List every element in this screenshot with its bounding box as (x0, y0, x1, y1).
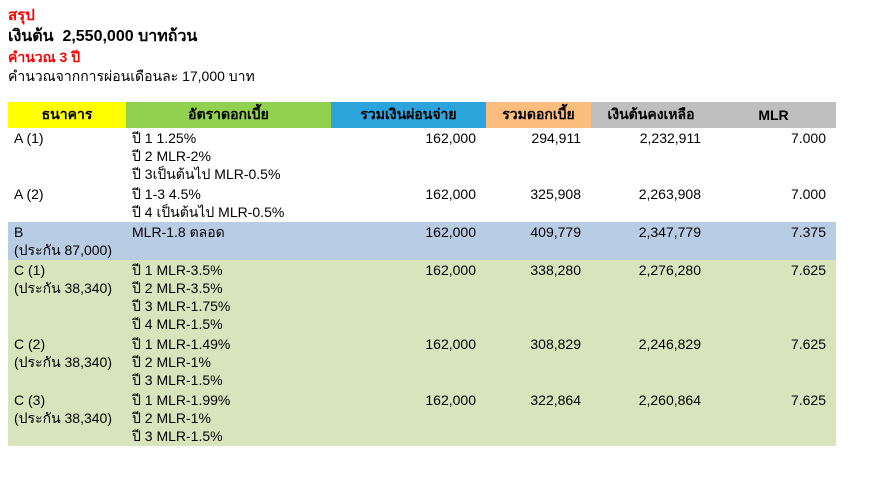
bank-cell: C (1) (ประกัน 38,340) (14, 262, 113, 296)
total-interest-cell: 294,911 (531, 130, 581, 146)
total-paid-cell: 162,000 (425, 392, 476, 408)
bank-cell: A (2) (14, 186, 44, 202)
mlr-cell: 7.375 (790, 224, 826, 240)
interest-rate-cell: ปี 1 MLR-1.99% ปี 2 MLR-1% ปี 3 MLR-1.5% (132, 392, 231, 444)
column-header-4: รวมดอกเบี้ย (486, 102, 591, 128)
calc-detail-line: คำนวณจากการผ่อนเดือนละ 17,000 บาท (8, 68, 255, 84)
mlr-cell: 7.000 (790, 130, 826, 146)
bank-cell: C (3) (ประกัน 38,340) (14, 392, 113, 426)
interest-rate-cell: MLR-1.8 ตลอด (132, 224, 225, 240)
principal-remaining-cell: 2,246,829 (638, 336, 701, 352)
bank-cell: B (ประกัน 87,000) (14, 224, 113, 258)
total-interest-cell: 322,864 (530, 392, 581, 408)
total-paid-cell: 162,000 (425, 262, 476, 278)
table-row: C (2) (ประกัน 38,340) ปี 1 MLR-1.49% ปี 2 M… (8, 334, 836, 390)
total-interest-cell: 338,280 (530, 262, 581, 278)
table-row: B (ประกัน 87,000) MLR-1.8 ตลอด 162,000 409,7… (8, 222, 836, 260)
principal-remaining-cell: 2,232,911 (639, 130, 701, 146)
table-header: ธนาคาร อัตราดอกเบี้ย รวมเงินผ่อนจ่าย รวมดอก… (8, 102, 836, 128)
bank-cell: A (1) (14, 130, 44, 146)
total-interest-cell: 325,908 (530, 186, 581, 202)
principal-line: เงินต้น 2,550,000 บาทถ้วน (8, 28, 198, 45)
principal-remaining-cell: 2,347,779 (638, 224, 701, 240)
total-paid-cell: 162,000 (425, 224, 476, 240)
mlr-cell: 7.625 (790, 392, 826, 408)
principal-remaining-cell: 2,263,908 (638, 186, 701, 202)
column-header-5: เงินต้นคงเหลือ (591, 102, 711, 128)
calc-years-line: คำนวณ 3 ปี (8, 49, 81, 65)
column-header-3: รวมเงินผ่อนจ่าย (331, 102, 486, 128)
interest-rate-cell: ปี 1-3 4.5% ปี 4 เป็นต้นไป MLR-0.5% (132, 186, 285, 220)
bank-cell: C (2) (ประกัน 38,340) (14, 336, 113, 370)
column-header-2: อัตราดอกเบี้ย (126, 102, 331, 128)
total-interest-cell: 409,779 (530, 224, 581, 240)
interest-rate-cell: ปี 1 1.25% ปี 2 MLR-2% ปี 3เป็นต้นไป MLR-0… (132, 130, 281, 182)
total-interest-cell: 308,829 (530, 336, 581, 352)
table-header-row: ธนาคาร อัตราดอกเบี้ย รวมเงินผ่อนจ่าย รวมดอก… (8, 102, 836, 128)
summary-title: สรุป (8, 7, 35, 24)
column-header-1: ธนาคาร (8, 102, 126, 128)
table-row: A (2) ปี 1-3 4.5% ปี 4 เป็นต้นไป MLR-0.5% 1… (8, 184, 836, 222)
mlr-cell: 7.000 (790, 186, 826, 202)
table-body: A (1) ปี 1 1.25% ปี 2 MLR-2% ปี 3เป็นต้นไป … (8, 128, 836, 446)
table-row: A (1) ปี 1 1.25% ปี 2 MLR-2% ปี 3เป็นต้นไป … (8, 128, 836, 184)
interest-rate-cell: ปี 1 MLR-1.49% ปี 2 MLR-1% ปี 3 MLR-1.5% (132, 336, 231, 388)
principal-remaining-cell: 2,276,280 (638, 262, 701, 278)
table-row: C (1) (ประกัน 38,340) ปี 1 MLR-3.5% ปี 2 ML… (8, 260, 836, 334)
principal-remaining-cell: 2,260,864 (638, 392, 701, 408)
total-paid-cell: 162,000 (425, 186, 476, 202)
column-header-6: MLR (711, 102, 836, 128)
mlr-cell: 7.625 (790, 336, 826, 352)
total-paid-cell: 162,000 (425, 130, 476, 146)
interest-rate-cell: ปี 1 MLR-3.5% ปี 2 MLR-3.5% ปี 3 MLR-1.75%… (132, 262, 231, 332)
mlr-cell: 7.625 (790, 262, 826, 278)
total-paid-cell: 162,000 (425, 336, 476, 352)
table-row: C (3) (ประกัน 38,340) ปี 1 MLR-1.99% ปี 2 M… (8, 390, 836, 446)
loan-comparison-table: ธนาคาร อัตราดอกเบี้ย รวมเงินผ่อนจ่าย รวมดอก… (8, 102, 836, 446)
